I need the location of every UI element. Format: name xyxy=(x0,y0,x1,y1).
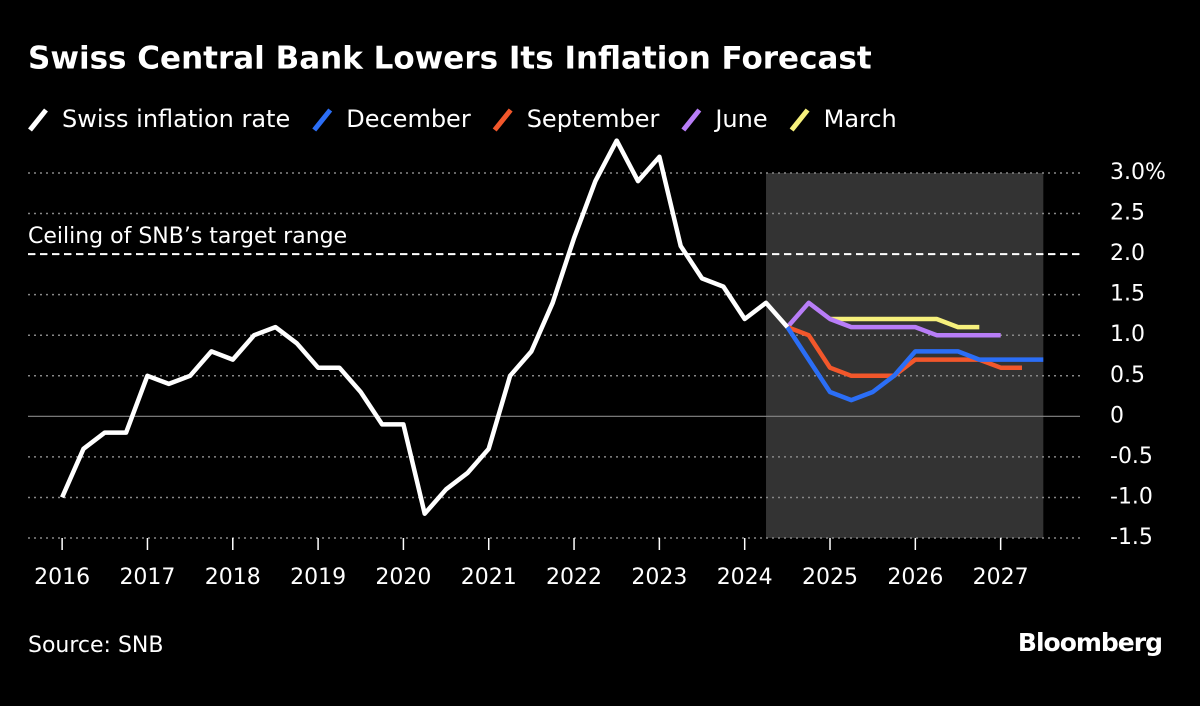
series-line xyxy=(830,316,980,330)
legend-label: December xyxy=(346,105,471,133)
x-tick-label: 2026 xyxy=(887,565,943,590)
brand: Bloomberg xyxy=(1018,628,1162,657)
x-tick-label: 2016 xyxy=(34,565,90,590)
y-tick-label: -1.0 xyxy=(1110,484,1153,509)
y-tick-label: 1.0 xyxy=(1110,322,1145,347)
legend-label: March xyxy=(824,105,897,133)
legend-swatch xyxy=(492,108,513,132)
chart-title: Swiss Central Bank Lowers Its Inflation … xyxy=(28,41,872,77)
series-line xyxy=(785,300,1001,338)
x-tick-label: 2018 xyxy=(205,565,261,590)
y-tick-label: 2.0 xyxy=(1110,241,1145,266)
x-tick-label: 2019 xyxy=(290,565,346,590)
x-tick-label: 2024 xyxy=(717,565,773,590)
x-tick-label: 2020 xyxy=(375,565,431,590)
x-tick-label: 2025 xyxy=(802,565,858,590)
forecast-shade xyxy=(766,173,1044,538)
x-tick-label: 2023 xyxy=(631,565,687,590)
legend-label: September xyxy=(527,105,660,133)
source: Source: SNB xyxy=(28,633,163,658)
y-tick-label: 0.5 xyxy=(1110,363,1145,388)
y-tick-label: -0.5 xyxy=(1110,444,1153,469)
legend-swatch xyxy=(312,108,333,132)
series-line xyxy=(785,325,1044,403)
series-line xyxy=(60,138,790,516)
x-tick-label: 2021 xyxy=(461,565,517,590)
reference-label: Ceiling of SNB’s target range xyxy=(28,224,347,249)
legend-label: Swiss inflation rate xyxy=(62,105,290,133)
y-tick-label: 2.5 xyxy=(1110,201,1145,226)
x-tick-label: 2017 xyxy=(119,565,175,590)
y-tick-label: 0 xyxy=(1110,403,1124,428)
y-tick-label: -1.5 xyxy=(1110,525,1153,550)
y-tick-label: 1.5 xyxy=(1110,282,1145,307)
legend-swatch xyxy=(681,108,702,132)
y-tick-label: 3.0% xyxy=(1110,160,1166,185)
x-tick-label: 2022 xyxy=(546,565,602,590)
legend-swatch xyxy=(28,108,48,132)
legend-label: June xyxy=(713,105,767,133)
legend-swatch xyxy=(789,108,810,132)
x-tick-label: 2027 xyxy=(973,565,1029,590)
